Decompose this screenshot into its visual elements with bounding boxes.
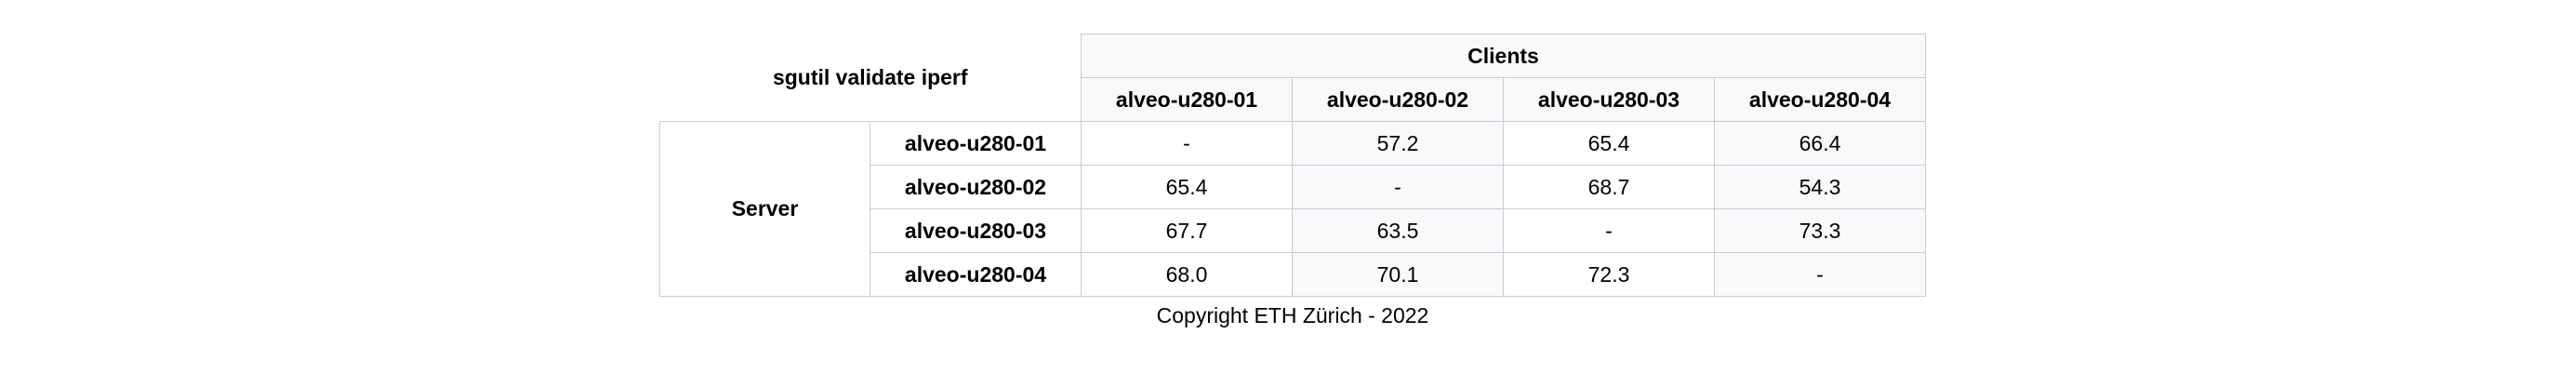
table-cell: - xyxy=(1714,252,1926,297)
table-cell: 65.4 xyxy=(1081,165,1293,209)
clients-column-group-header: Clients xyxy=(1081,33,1926,78)
column-header: alveo-u280-03 xyxy=(1503,77,1715,122)
column-header: alveo-u280-04 xyxy=(1714,77,1926,122)
table-row: alveo-u280-03 67.7 63.5 - 73.3 xyxy=(660,208,1926,253)
table-row: alveo-u280-02 65.4 - 68.7 54.3 xyxy=(660,165,1926,209)
server-row-group-header: Server xyxy=(659,121,870,297)
row-header: alveo-u280-04 xyxy=(870,252,1082,297)
row-header: alveo-u280-02 xyxy=(870,165,1082,209)
table-cell: 63.5 xyxy=(1292,208,1504,253)
table-row: alveo-u280-04 68.0 70.1 72.3 - xyxy=(660,252,1926,297)
table-cell: 66.4 xyxy=(1714,121,1926,166)
table-cell: - xyxy=(1081,121,1293,166)
copyright-footer: Copyright ETH Zürich - 2022 xyxy=(1156,303,1429,327)
table-cell: 54.3 xyxy=(1714,165,1926,209)
table-cell: 57.2 xyxy=(1292,121,1504,166)
table-cell: - xyxy=(1503,208,1715,253)
table-cell: 67.7 xyxy=(1081,208,1293,253)
table-cell: 73.3 xyxy=(1714,208,1926,253)
table-cell: 72.3 xyxy=(1503,252,1715,297)
table-cell: - xyxy=(1292,165,1504,209)
row-header: alveo-u280-01 xyxy=(870,121,1082,166)
table-cell: 65.4 xyxy=(1503,121,1715,166)
column-header: alveo-u280-02 xyxy=(1292,77,1504,122)
row-header: alveo-u280-03 xyxy=(870,208,1082,253)
table-cell: 68.0 xyxy=(1081,252,1293,297)
table-corner-title: sgutil validate iperf xyxy=(659,33,1082,122)
iperf-results-table: sgutil validate iperf Clients alveo-u280… xyxy=(659,33,1926,297)
header-row-group: sgutil validate iperf Clients xyxy=(659,33,1926,122)
table-cell: 68.7 xyxy=(1503,165,1715,209)
header-row-columns: alveo-u280-01 alveo-u280-02 alveo-u280-0… xyxy=(660,77,1926,122)
column-header: alveo-u280-01 xyxy=(1081,77,1293,122)
table-cell: 70.1 xyxy=(1292,252,1504,297)
table-row: Server alveo-u280-01 - 57.2 65.4 66.4 xyxy=(659,121,1926,297)
